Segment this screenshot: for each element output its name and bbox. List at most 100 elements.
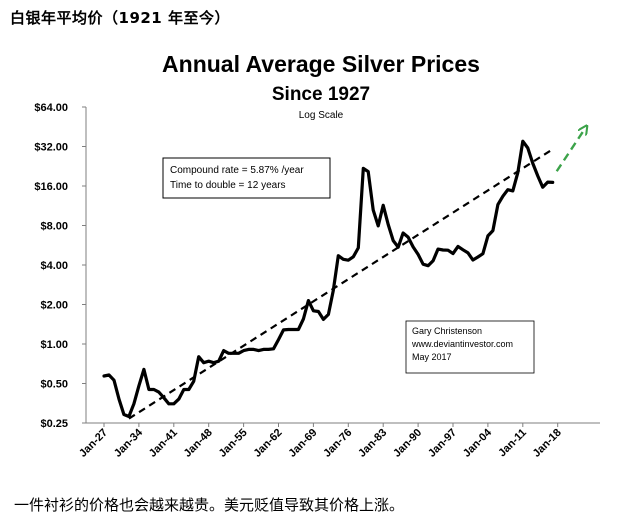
x-tick-label: Jan-04 (461, 426, 495, 460)
y-tick-label: $8.00 (40, 221, 68, 233)
price-point (436, 247, 440, 251)
price-point (372, 208, 375, 212)
price-point (496, 203, 500, 206)
article-caption: 一件衬衫的价格也会越来越贵。美元贬值导致其价格上涨。 (14, 496, 405, 514)
price-point (401, 231, 405, 235)
price-point (322, 318, 325, 321)
projection-arrow (555, 129, 585, 172)
price-point (456, 245, 460, 248)
price-point (392, 239, 395, 242)
price-point (192, 380, 195, 383)
price-point (471, 258, 475, 262)
y-tick-label: $64.00 (34, 102, 68, 114)
price-point (157, 390, 160, 394)
price-point (147, 388, 151, 391)
x-tick-label: Jan-34 (112, 426, 146, 460)
compound-rate-text: Compound rate = 5.87% /year (170, 165, 304, 176)
price-point (377, 224, 380, 228)
price-point (237, 352, 240, 355)
chart-subtitle: Since 1927 (272, 84, 370, 105)
price-point (222, 349, 225, 352)
price-point (282, 328, 285, 332)
price-point (461, 248, 465, 251)
price-point (307, 299, 310, 302)
price-point (362, 167, 365, 170)
price-point (247, 348, 250, 351)
price-point (506, 188, 509, 191)
price-point (297, 328, 300, 331)
price-point (177, 397, 180, 401)
price-point (162, 396, 165, 399)
x-axis-ticks: Jan-27 Jan-34 Jan-41 Jan-48 Jan-55 Jan-62 Jan-… (77, 423, 564, 460)
price-point (292, 328, 295, 331)
price-point (426, 264, 430, 267)
x-tick-label: Jan-41 (147, 427, 180, 460)
price-point (232, 352, 235, 355)
price-point (531, 162, 534, 165)
price-point (187, 388, 190, 391)
price-point (382, 204, 385, 207)
price-point (481, 252, 485, 255)
y-tick-label: $4.00 (40, 260, 68, 272)
price-point (102, 374, 106, 378)
price-point (551, 181, 554, 184)
plot-area (102, 129, 585, 420)
doubling-time-text: Time to double = 12 years (170, 180, 286, 191)
price-point (421, 263, 425, 266)
price-point (347, 259, 350, 262)
price-point (197, 355, 200, 358)
price-point (491, 229, 495, 232)
price-point (272, 347, 275, 350)
y-tick-label: $32.00 (34, 142, 68, 154)
price-point (441, 248, 445, 252)
price-point (521, 140, 524, 143)
x-tick-label: Jan-83 (356, 427, 389, 460)
price-point (541, 186, 544, 189)
chart-title: Annual Average Silver Prices (162, 51, 480, 77)
source-website: www.deviantinvestor.com (411, 339, 513, 349)
price-point (397, 246, 400, 249)
price-point (476, 255, 480, 259)
price-point (277, 338, 280, 341)
price-point (416, 253, 420, 256)
price-point (337, 254, 340, 257)
price-point (267, 348, 270, 351)
price-point (342, 258, 345, 261)
price-point (262, 348, 265, 351)
x-tick-label: Jan-27 (77, 427, 110, 460)
price-point (112, 379, 116, 382)
price-point (142, 368, 146, 371)
price-point (167, 402, 170, 405)
price-point (446, 249, 450, 252)
price-point (317, 310, 320, 313)
price-point (451, 252, 455, 255)
y-tick-label: $0.25 (40, 418, 68, 430)
y-tick-label: $16.00 (34, 181, 68, 193)
x-tick-label: Jan-18 (531, 427, 564, 460)
price-point (526, 146, 529, 150)
x-tick-label: Jan-62 (251, 427, 284, 460)
price-point (357, 246, 360, 250)
price-point (406, 235, 410, 239)
price-point (242, 349, 245, 352)
source-author: Gary Christenson (412, 326, 482, 336)
x-tick-label: Jan-55 (217, 427, 250, 460)
price-point (117, 397, 121, 401)
compound-rate-box-frame (162, 157, 331, 199)
price-point (127, 415, 131, 418)
price-point (252, 348, 255, 351)
price-point (137, 384, 141, 387)
chart-scale-note: Log Scale (299, 110, 344, 121)
price-point (182, 388, 185, 391)
price-point (516, 171, 519, 174)
x-tick-label: Jan-11 (496, 427, 529, 460)
price-points (102, 140, 554, 418)
price-point (302, 317, 305, 321)
price-point (511, 189, 514, 193)
price-point (132, 402, 136, 405)
compound-rate-box: Compound rate = 5.87% /year Time to doub… (162, 157, 331, 199)
price-point (257, 349, 260, 352)
price-point (152, 388, 156, 391)
x-tick-label: Jan-76 (321, 427, 354, 460)
price-point (217, 360, 220, 363)
